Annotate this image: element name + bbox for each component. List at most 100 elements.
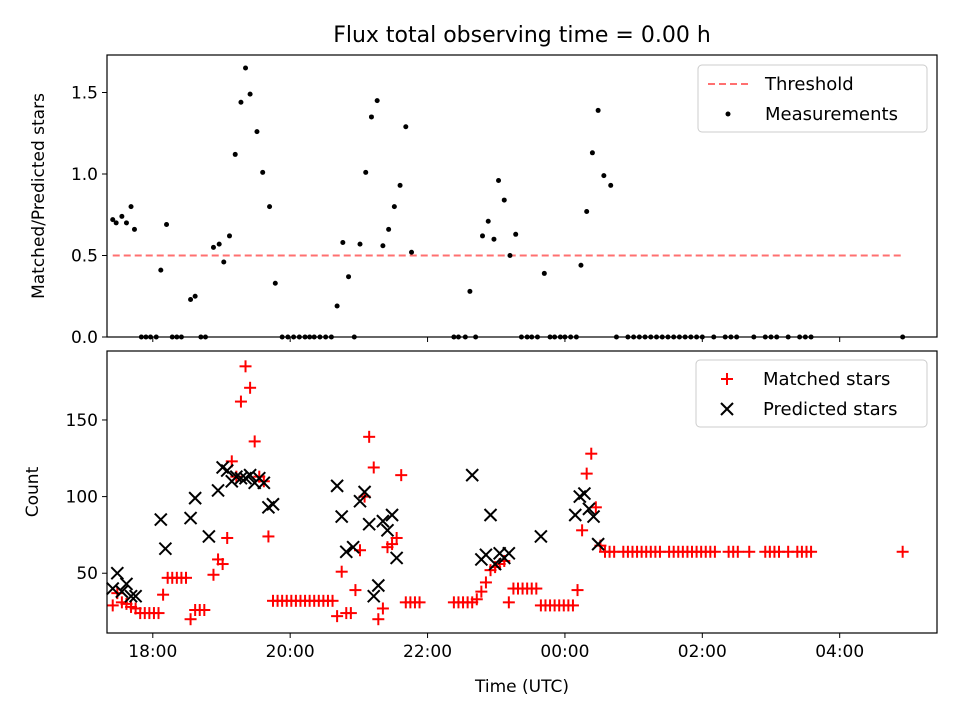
predicted-star-point bbox=[106, 581, 120, 596]
y-tick-label: 50 bbox=[76, 564, 98, 584]
measurement-point bbox=[491, 236, 497, 242]
count-axes-frame bbox=[106, 350, 938, 634]
matched-star-point bbox=[576, 524, 589, 537]
matched-star-point bbox=[571, 584, 584, 597]
matched-star-point bbox=[216, 558, 229, 571]
predicted-star-point bbox=[582, 502, 596, 516]
measurement-point bbox=[480, 233, 486, 239]
y-tick-label: 100 bbox=[66, 488, 98, 508]
ratio-legend: Threshold Measurements bbox=[697, 64, 928, 133]
matched-star-point bbox=[349, 584, 362, 597]
predicted-star-point bbox=[591, 537, 605, 551]
ratio-legend-box bbox=[697, 64, 928, 133]
measurement-point bbox=[247, 91, 253, 97]
y-tick-label: 1.0 bbox=[71, 165, 98, 185]
measurement-point bbox=[507, 252, 513, 258]
matched-star-point bbox=[257, 475, 270, 488]
matched-star-point bbox=[157, 588, 170, 601]
predicted-star-point bbox=[188, 491, 202, 505]
matched-star-point bbox=[344, 607, 357, 620]
matched-star-point bbox=[805, 545, 818, 558]
x-tick-label: 22:00 bbox=[403, 642, 452, 662]
matched-star-point bbox=[372, 613, 385, 626]
count-plot-area bbox=[106, 360, 909, 626]
matched-star-point bbox=[248, 435, 261, 448]
matched-star-point bbox=[585, 447, 598, 460]
measurements-legend-swatch bbox=[725, 111, 731, 117]
measurements-legend-label: Measurements bbox=[765, 104, 898, 125]
predicted-star-point bbox=[243, 468, 257, 482]
matched-legend-swatch bbox=[721, 373, 733, 385]
measurement-point bbox=[601, 173, 607, 179]
measurement-point bbox=[254, 129, 260, 135]
matched-star-point bbox=[239, 360, 252, 373]
measurement-point bbox=[216, 241, 222, 247]
measurement-point bbox=[128, 204, 134, 210]
matched-star-point bbox=[244, 381, 257, 394]
predicted-star-point bbox=[488, 557, 502, 571]
count-y-axis: 50 100 150 bbox=[66, 411, 107, 584]
predicted-star-point bbox=[202, 529, 216, 544]
measurement-point bbox=[409, 249, 415, 255]
predicted-star-point bbox=[346, 540, 360, 554]
count-x-axis-label: Time (UTC) bbox=[474, 677, 569, 697]
matched-star-point bbox=[731, 545, 744, 558]
measurement-point bbox=[232, 151, 238, 157]
figure-title: Flux total observing time = 0.00 h bbox=[333, 23, 711, 48]
predicted-star-point bbox=[234, 471, 248, 485]
measurement-point bbox=[386, 226, 392, 232]
measurement-point bbox=[357, 241, 363, 247]
measurement-point bbox=[467, 288, 473, 294]
measurement-point bbox=[513, 231, 519, 237]
measurement-point bbox=[380, 243, 386, 249]
predicted-star-point bbox=[367, 589, 381, 603]
measurement-point bbox=[210, 244, 216, 250]
measurement-point bbox=[589, 150, 595, 156]
matched-star-point bbox=[566, 599, 579, 612]
y-tick-label: 1.5 bbox=[71, 83, 98, 103]
count-y-axis-label: Count bbox=[23, 466, 43, 517]
predicted-star-point bbox=[266, 497, 280, 511]
measurement-point bbox=[192, 293, 198, 299]
x-tick-label: 00:00 bbox=[540, 642, 589, 662]
predicted-star-point bbox=[330, 479, 344, 493]
measurement-point bbox=[272, 280, 278, 286]
matched-star-point bbox=[376, 602, 389, 615]
matched-star-point bbox=[335, 565, 348, 578]
y-tick-label: 0.5 bbox=[71, 246, 98, 266]
measurement-point bbox=[113, 220, 119, 226]
measurement-point bbox=[158, 267, 164, 273]
predicted-star-point bbox=[119, 577, 134, 591]
measurement-point bbox=[221, 259, 227, 265]
x-tick-label: 02:00 bbox=[678, 642, 727, 662]
matched-legend-label: Matched stars bbox=[763, 369, 890, 390]
matched-star-point bbox=[413, 596, 426, 609]
predicted-star-point bbox=[534, 529, 548, 544]
matched-star-point bbox=[184, 613, 197, 626]
predicted-star-point bbox=[128, 589, 143, 603]
threshold-legend-label: Threshold bbox=[764, 74, 854, 95]
predicted-star-point bbox=[568, 508, 582, 522]
predicted-star-point bbox=[124, 589, 138, 603]
matched-star-point bbox=[470, 593, 483, 606]
predicted-star-point bbox=[110, 566, 125, 580]
measurement-point bbox=[496, 178, 502, 184]
measurement-point bbox=[403, 124, 409, 130]
matched-star-point bbox=[896, 545, 909, 558]
predicted-legend-swatch bbox=[720, 402, 734, 416]
predicted-star-point bbox=[380, 523, 395, 538]
predicted-star-point bbox=[483, 508, 498, 522]
predicted-star-point bbox=[220, 463, 234, 478]
predicted-star-point bbox=[183, 511, 198, 525]
matched-star-point bbox=[386, 538, 399, 551]
matched-star-point bbox=[106, 599, 119, 612]
measurement-point bbox=[595, 107, 601, 113]
measurement-point bbox=[188, 297, 194, 303]
ratio-x-axis bbox=[152, 337, 841, 342]
predicted-star-point bbox=[257, 476, 271, 490]
y-tick-label: 150 bbox=[66, 411, 98, 431]
matched-star-point bbox=[363, 430, 376, 443]
matched-star-point bbox=[152, 607, 165, 620]
matched-star-point bbox=[207, 568, 220, 581]
